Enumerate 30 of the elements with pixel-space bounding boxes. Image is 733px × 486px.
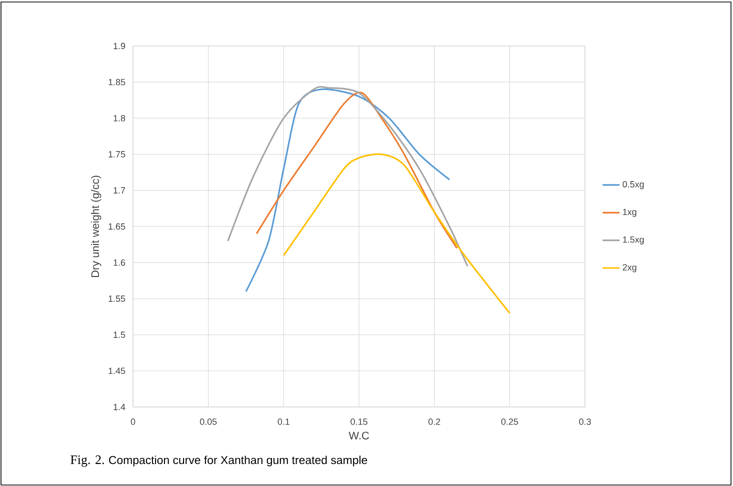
line-series (282, 153, 510, 314)
x-tick-label: 0.25 (501, 418, 518, 425)
y-tick-label: 1.6 (114, 259, 126, 266)
y-axis-title: Dry unit weight (g/cc) (90, 176, 102, 278)
legend-label: 1xg (623, 208, 636, 217)
y-tick-label: 1.4 (114, 404, 126, 410)
x-tick-label: 0.15 (350, 418, 368, 425)
line-series (256, 92, 458, 249)
x-axis-title: W.C (348, 432, 369, 440)
y-tick-label: 1.85 (108, 78, 126, 86)
y-tick-label: 1.5 (114, 332, 126, 338)
legend-label: 2xg (622, 264, 636, 272)
y-tick-label: 1.7 (114, 187, 126, 194)
x-tick-label: 0.1 (278, 418, 290, 425)
text: Compaction curve for Xanthan gum treated sample (109, 456, 368, 466)
legend-label: 0.5xg (622, 181, 644, 190)
caption: Fig. 2. (70, 455, 104, 467)
y-tick-label: 1.75 (108, 151, 126, 158)
y-tick-label: 1.55 (108, 296, 126, 302)
x-tick-label: 0 (130, 418, 136, 425)
y-tick-label: 1.8 (114, 115, 126, 122)
y-tick-label: 1.9 (114, 42, 126, 50)
x-tick-label: 0.05 (200, 418, 217, 425)
y-tick-label: 1.65 (108, 223, 126, 230)
x-tick-label: 0.2 (428, 418, 440, 425)
line-series (245, 88, 450, 292)
x-tick-label: 0.3 (579, 418, 591, 425)
legend-label: 1.5xg (623, 236, 644, 245)
line-series (227, 86, 468, 267)
y-tick-label: 1.45 (108, 368, 126, 374)
